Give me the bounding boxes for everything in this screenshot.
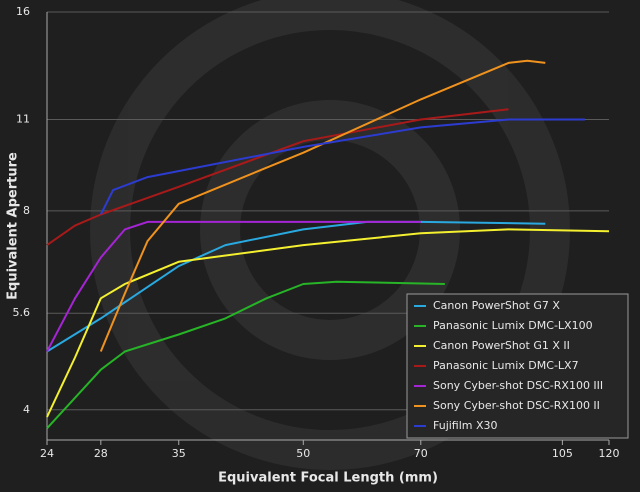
y-tick-label: 5.6 (13, 306, 31, 319)
x-tick-label: 35 (172, 447, 186, 460)
legend-label: Canon PowerShot G7 X (433, 299, 560, 312)
y-tick-label: 11 (16, 113, 30, 126)
series-line (46, 280, 445, 429)
legend-label: Panasonic Lumix DMC-LX100 (433, 319, 593, 332)
legend-label: Panasonic Lumix DMC-LX7 (433, 359, 579, 372)
x-tick-label: 105 (552, 447, 573, 460)
legend-label: Canon PowerShot G1 X II (433, 339, 570, 352)
y-tick-label: 4 (23, 403, 30, 416)
series-line (99, 59, 546, 352)
y-axis-title: Equivalent Aperture (6, 152, 21, 300)
series-line (46, 220, 421, 352)
x-tick-label: 120 (599, 447, 620, 460)
x-axis-title: Equivalent Focal Length (mm) (218, 471, 438, 486)
x-tick-label: 24 (40, 447, 54, 460)
legend-label: Sony Cyber-shot DSC-RX100 III (433, 379, 603, 392)
x-tick-label: 70 (414, 447, 428, 460)
series-line (46, 108, 509, 246)
x-tick-label: 50 (296, 447, 310, 460)
y-tick-label: 8 (23, 204, 30, 217)
series-line (46, 228, 610, 418)
legend-label: Fujifilm X30 (433, 419, 498, 432)
legend-box (406, 293, 629, 439)
x-tick-label: 28 (94, 447, 108, 460)
legend-label: Sony Cyber-shot DSC-RX100 II (433, 399, 600, 412)
y-tick-label: 16 (16, 5, 30, 18)
legend: Canon PowerShot G7 X Panasonic Lumix DMC-… (406, 293, 629, 439)
series-line (99, 118, 585, 215)
